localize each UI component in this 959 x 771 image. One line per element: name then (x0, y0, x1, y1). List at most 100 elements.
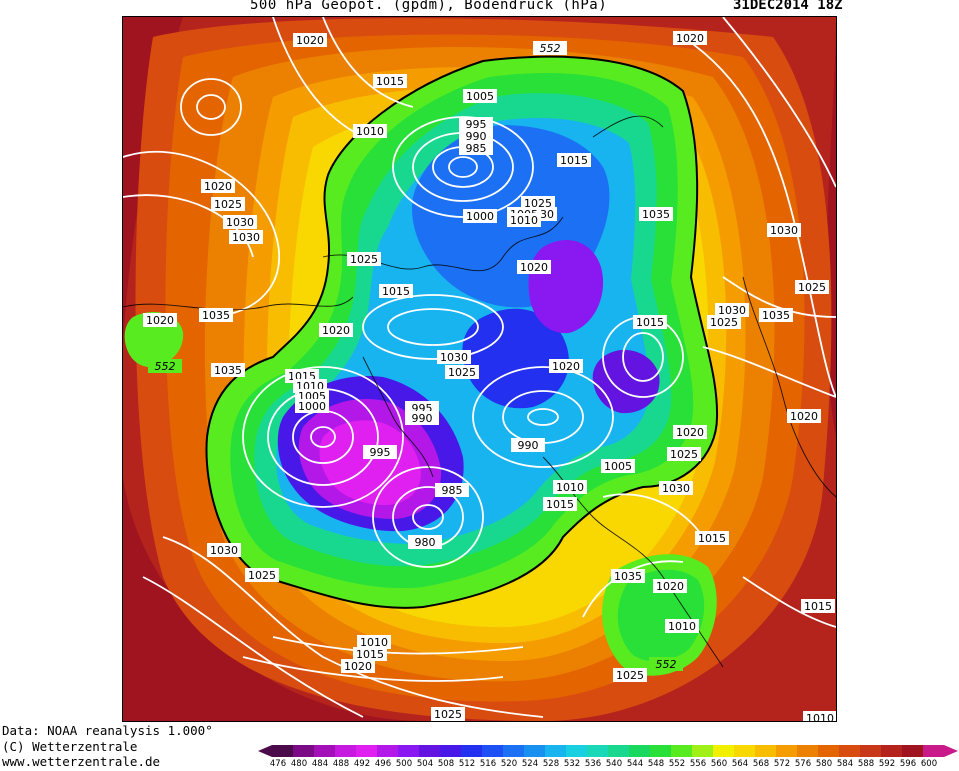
legend-swatch (839, 745, 860, 757)
legend-swatch (650, 745, 671, 757)
legend-swatch (566, 745, 587, 757)
svg-text:1035: 1035 (214, 364, 242, 377)
map-label: 1030 (223, 215, 257, 229)
credits-copyright: (C) Wetterzentrale (2, 738, 138, 754)
svg-text:1020: 1020 (344, 660, 372, 673)
legend-swatch (734, 745, 755, 757)
legend-swatch (440, 745, 461, 757)
legend-tick-label: 572 (773, 759, 791, 769)
svg-text:990: 990 (518, 439, 539, 452)
legend-swatch (923, 745, 958, 757)
legend-tick-label: 536 (584, 759, 602, 769)
legend-swatch (902, 745, 923, 757)
svg-text:1020: 1020 (146, 314, 174, 327)
legend-tick-label: 540 (605, 759, 623, 769)
map-label: 1025 (211, 197, 245, 211)
legend-tick-label: 556 (689, 759, 707, 769)
svg-text:980: 980 (415, 536, 436, 549)
legend-tick-label: 544 (626, 759, 644, 769)
chart-title: 500 hPa Geopot. (gpdm), Bodendruck (hPa) (250, 0, 608, 13)
map-label: 1025 (613, 668, 647, 682)
legend-swatch (356, 745, 377, 757)
legend-tick-label: 500 (395, 759, 413, 769)
legend-tick-label: 476 (269, 759, 287, 769)
legend-swatch (503, 745, 524, 757)
svg-text:1015: 1015 (804, 600, 832, 613)
svg-text:1005: 1005 (604, 460, 632, 473)
legend-tick-label: 532 (563, 759, 581, 769)
map-label: 1020 (517, 260, 551, 274)
map-label: 1025 (431, 707, 465, 721)
credits: Data: NOAA reanalysis 1.000° (C) Wetterz… (2, 723, 213, 770)
map-label: 1010 (665, 619, 699, 633)
map-label: 1015 (557, 153, 591, 167)
map-label: 1015 (543, 497, 577, 511)
svg-text:1015: 1015 (560, 154, 588, 167)
map-label: 1030 (229, 230, 263, 244)
map-label: 552 (649, 657, 683, 671)
map-label: 985 (435, 483, 469, 497)
map-label: 1025 (347, 252, 381, 266)
map-label: 1030 (207, 543, 241, 557)
legend-swatch (671, 745, 692, 757)
svg-text:1020: 1020 (520, 261, 548, 274)
svg-text:1025: 1025 (616, 669, 644, 682)
map-label: 1010 (803, 711, 836, 721)
legend-tick-label: 560 (710, 759, 728, 769)
svg-text:1030: 1030 (226, 216, 254, 229)
svg-text:1010: 1010 (556, 481, 584, 494)
svg-text:552: 552 (656, 658, 677, 671)
svg-text:1010: 1010 (806, 712, 834, 721)
legend-swatch (419, 745, 440, 757)
legend-tick-label: 564 (731, 759, 749, 769)
color-legend-bar (258, 745, 958, 757)
svg-text:1020: 1020 (676, 426, 704, 439)
map-label: 990 (511, 438, 545, 452)
map-label: 1030 (715, 303, 749, 317)
svg-text:1020: 1020 (296, 34, 324, 47)
svg-text:552: 552 (540, 42, 561, 55)
legend-swatch (860, 745, 881, 757)
svg-text:552: 552 (155, 360, 176, 373)
contour-552-line (205, 55, 719, 609)
map-label: 1020 (787, 409, 821, 423)
svg-text:1000: 1000 (298, 400, 326, 413)
credits-url: www.wetterzentrale.de (2, 754, 161, 769)
svg-text:1010: 1010 (510, 214, 538, 227)
svg-text:1020: 1020 (790, 410, 818, 423)
pressure-labels: 1020 1015 1010 1020 1025 1030 1005 995 9… (143, 31, 836, 721)
legend-swatch (335, 745, 356, 757)
svg-text:1025: 1025 (434, 708, 462, 721)
legend-swatch (776, 745, 797, 757)
map-label: 1000 (463, 209, 497, 223)
svg-text:1030: 1030 (440, 351, 468, 364)
legend-tick-label: 588 (857, 759, 875, 769)
field-edge-dark (123, 17, 836, 721)
map-label: 1000 (295, 399, 329, 413)
field-512-mid (462, 308, 569, 409)
svg-text:1035: 1035 (202, 309, 230, 322)
legend-tick-label: 548 (647, 759, 665, 769)
chart-date: 31DEC2014 18Z (733, 0, 843, 13)
legend-tick-label: 552 (668, 759, 686, 769)
legend-swatch (629, 745, 650, 757)
legend-swatch (713, 745, 734, 757)
legend-swatch (608, 745, 629, 757)
svg-text:995: 995 (370, 446, 391, 459)
legend-tick-label: 516 (479, 759, 497, 769)
svg-text:1020: 1020 (204, 180, 232, 193)
svg-text:1035: 1035 (614, 570, 642, 583)
weather-map: 1020 1015 1010 1020 1025 1030 1005 995 9… (122, 16, 837, 722)
map-label: 1035 (639, 207, 673, 221)
legend-tick-label: 524 (521, 759, 539, 769)
legend-swatch (692, 745, 713, 757)
legend-tick-label: 568 (752, 759, 770, 769)
svg-text:1020: 1020 (322, 324, 350, 337)
legend-swatch (818, 745, 839, 757)
svg-text:1030: 1030 (662, 482, 690, 495)
svg-text:1015: 1015 (382, 285, 410, 298)
map-label: 1015 (695, 531, 729, 545)
legend-tick-label: 596 (899, 759, 917, 769)
svg-text:1025: 1025 (248, 569, 276, 582)
svg-text:1010: 1010 (356, 125, 384, 138)
